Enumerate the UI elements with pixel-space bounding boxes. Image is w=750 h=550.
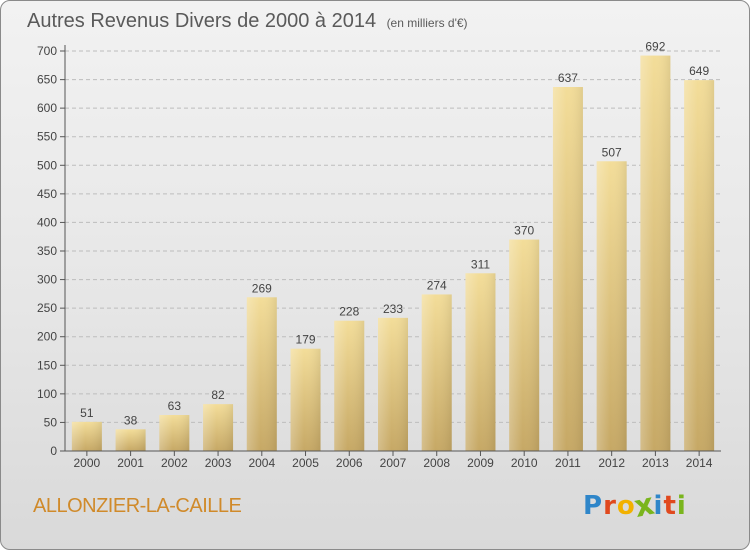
axes — [60, 45, 721, 456]
bar-value-label: 179 — [296, 333, 316, 347]
bar-value-label: 507 — [602, 145, 622, 159]
y-tick-label: 600 — [37, 101, 57, 115]
logo-letter: i — [676, 491, 687, 521]
x-tick-label: 2003 — [205, 456, 232, 470]
y-tick-label: 50 — [44, 415, 58, 429]
logo-letter: r — [603, 491, 617, 521]
x-tick-label: 2005 — [292, 456, 319, 470]
y-tick-label: 500 — [37, 158, 57, 172]
x-tick-label: 2014 — [686, 456, 713, 470]
x-tick-label: 2006 — [336, 456, 363, 470]
x-tick-label: 2009 — [467, 456, 494, 470]
bar-shade — [640, 55, 671, 451]
bar-value-label: 274 — [427, 278, 447, 292]
chart-unit: (en milliers d'€) — [386, 16, 468, 30]
x-tick-label: 2002 — [161, 456, 188, 470]
bar-value-label: 82 — [211, 388, 225, 402]
y-tick-label: 450 — [37, 187, 57, 201]
bar-shade — [684, 80, 715, 452]
y-tick-label: 100 — [37, 387, 57, 401]
bars — [71, 55, 715, 452]
x-tick-label: 2010 — [511, 456, 538, 470]
y-tick-label: 150 — [37, 358, 57, 372]
bar-value-label: 649 — [689, 64, 709, 78]
x-tick-label: 2011 — [555, 456, 581, 470]
x-tick-label: 2001 — [117, 456, 144, 470]
y-tick-label: 300 — [37, 273, 57, 287]
bar-shade — [203, 404, 234, 451]
bar-shade — [465, 273, 496, 451]
y-tick-label: 350 — [37, 244, 57, 258]
bar-shade — [246, 297, 277, 451]
y-tick-label: 700 — [37, 44, 57, 58]
bar-value-label: 38 — [124, 413, 138, 427]
bar-value-label: 233 — [383, 302, 403, 316]
bar-value-label: 269 — [252, 281, 272, 295]
bar-value-label: 370 — [514, 224, 534, 238]
bar-shade — [115, 429, 146, 451]
chart-title-row: Autres Revenus Divers de 2000 à 2014 (en… — [27, 10, 468, 33]
bar-value-label: 692 — [645, 40, 665, 54]
bar-shade — [421, 294, 452, 451]
y-tick-label: 0 — [50, 444, 57, 458]
labels: 0 50 100 150 200 250 300 350 400 450 500 550 600 650 7… — [37, 40, 713, 470]
y-tick-label: 400 — [37, 215, 57, 229]
bar-shade — [509, 239, 540, 451]
logo-letter: t — [663, 491, 677, 521]
x-tick-label: 2007 — [380, 456, 407, 470]
proxiti-logo[interactable]: Proxiti — [583, 487, 687, 525]
x-tick-label: 2012 — [598, 456, 625, 470]
bar-value-label: 228 — [339, 305, 359, 319]
chart-title: Autres Revenus Divers de 2000 à 2014 — [27, 10, 377, 32]
bar-shade — [71, 421, 102, 451]
x-tick-label: 2013 — [642, 456, 669, 470]
y-tick-label: 200 — [37, 330, 57, 344]
bar-value-label: 637 — [558, 71, 578, 85]
bar-shade — [334, 320, 365, 451]
bar-value-label: 51 — [80, 406, 94, 420]
bar-shade — [552, 87, 583, 451]
bar-value-label: 63 — [168, 399, 182, 413]
bar-shade — [159, 415, 190, 451]
logo-letter: o — [616, 491, 636, 521]
x-tick-label: 2008 — [423, 456, 450, 470]
bar-shade — [290, 348, 321, 451]
y-tick-label: 550 — [37, 130, 57, 144]
logo-letter: i — [653, 491, 664, 521]
y-tick-label: 250 — [37, 301, 57, 315]
x-tick-label: 2004 — [248, 456, 275, 470]
bar-shade — [596, 161, 627, 452]
commune-name: ALLONZIER-LA-CAILLE — [33, 495, 242, 517]
y-tick-label: 650 — [37, 73, 57, 87]
bar-shade — [378, 317, 408, 451]
logo-letter: P — [583, 491, 604, 521]
x-tick-label: 2000 — [74, 456, 101, 470]
bar-value-label: 311 — [471, 257, 490, 271]
